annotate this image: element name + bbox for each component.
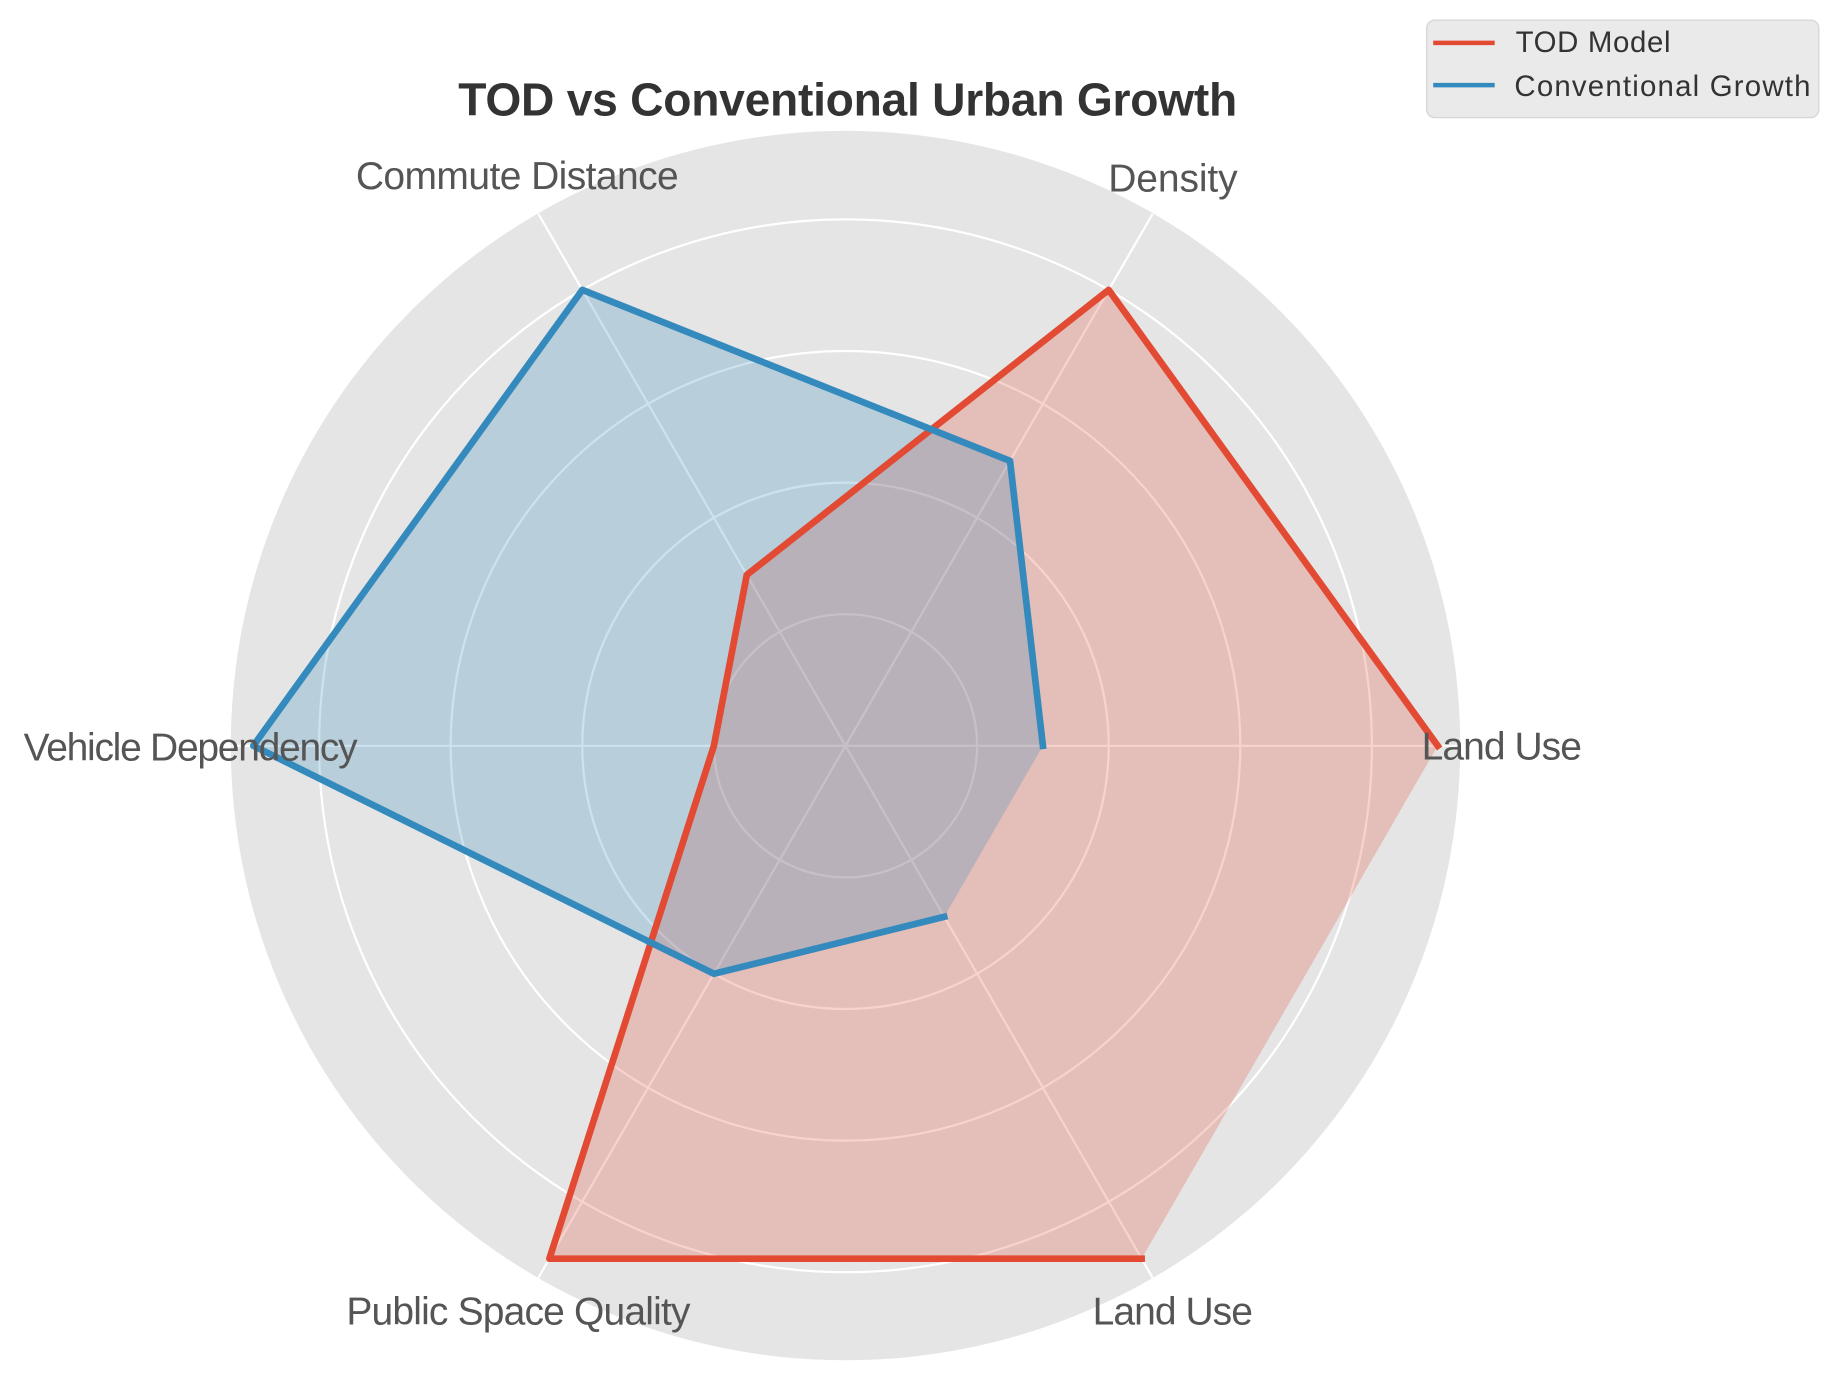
svg-text:TOD Model: TOD Model: [1516, 26, 1672, 59]
svg-text:TOD vs Conventional Urban Grow: TOD vs Conventional Urban Growth: [458, 74, 1237, 126]
svg-text:Public Space Quality: Public Space Quality: [346, 1291, 691, 1334]
svg-text:Conventional Growth: Conventional Growth: [1514, 70, 1811, 103]
svg-text:Vehicle Dependency: Vehicle Dependency: [24, 727, 358, 770]
svg-text:Land Use: Land Use: [1093, 1291, 1252, 1334]
svg-text:Land Use: Land Use: [1422, 726, 1581, 769]
svg-text:Commute Distance: Commute Distance: [356, 155, 678, 198]
svg-text:Density: Density: [1108, 158, 1238, 201]
